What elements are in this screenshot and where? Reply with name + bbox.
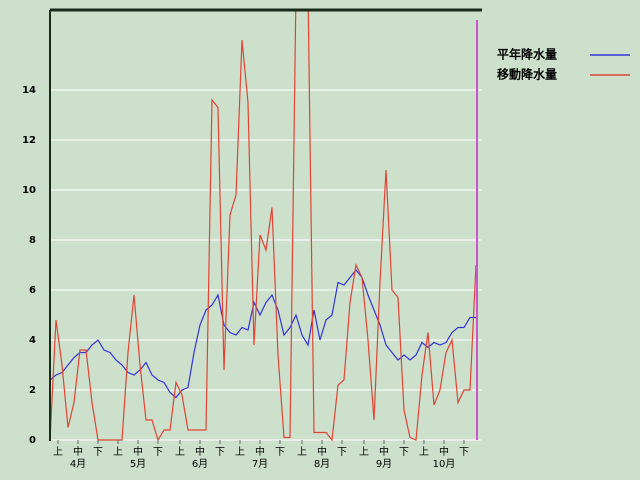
x-tick-label: 中 — [195, 445, 205, 458]
plot-lines — [50, 10, 477, 442]
month-label: 4月 — [70, 458, 86, 470]
x-tick-label: 上 — [235, 446, 245, 458]
y-tick-label: 14 — [22, 85, 36, 96]
x-tick-label: 中 — [255, 445, 265, 458]
x-tick-label: 下 — [399, 447, 409, 458]
x-tick-label: 下 — [153, 447, 163, 458]
x-tick-label: 下 — [275, 447, 285, 458]
month-label: 10月 — [433, 458, 456, 470]
y-tick-label: 4 — [29, 335, 36, 346]
x-tick-label: 上 — [113, 446, 123, 458]
x-tick-label: 中 — [317, 445, 327, 458]
series-line — [50, 10, 477, 442]
x-tick-label: 上 — [419, 446, 429, 458]
grid — [50, 89, 482, 441]
x-tick-label: 下 — [93, 447, 103, 458]
y-tick-label: 6 — [29, 285, 36, 296]
x-tick-label: 上 — [53, 446, 63, 458]
ticks: 02468101214上中下上中下上中下上中下上中下上中下上中下4月 5月 6月 7月… — [22, 85, 469, 470]
y-tick-label: 2 — [29, 385, 36, 396]
x-tick-label: 中 — [439, 445, 449, 458]
y-tick-label: 12 — [22, 135, 36, 146]
y-tick-label: 0 — [29, 435, 36, 446]
x-tick-label: 下 — [459, 447, 469, 458]
month-label: 8月 — [314, 458, 330, 470]
x-tick-label: 中 — [73, 445, 83, 458]
legend-label: 移動降水量 — [497, 67, 557, 82]
y-tick-label: 8 — [29, 235, 36, 246]
x-tick-label: 下 — [337, 447, 347, 458]
x-tick-label: 中 — [379, 445, 389, 458]
month-label: 6月 — [192, 458, 208, 470]
legend-label: 平年降水量 — [497, 47, 557, 62]
series-line — [50, 269, 476, 399]
x-tick-label: 下 — [215, 447, 225, 458]
y-tick-label: 10 — [22, 185, 36, 196]
x-tick-label: 上 — [175, 446, 185, 458]
x-tick-label: 上 — [297, 446, 307, 458]
x-tick-label: 中 — [133, 445, 143, 458]
month-label: 7月 — [252, 458, 268, 470]
month-label: 9月 — [376, 458, 392, 470]
month-label: 5月 — [130, 458, 146, 470]
x-tick-label: 上 — [359, 446, 369, 458]
